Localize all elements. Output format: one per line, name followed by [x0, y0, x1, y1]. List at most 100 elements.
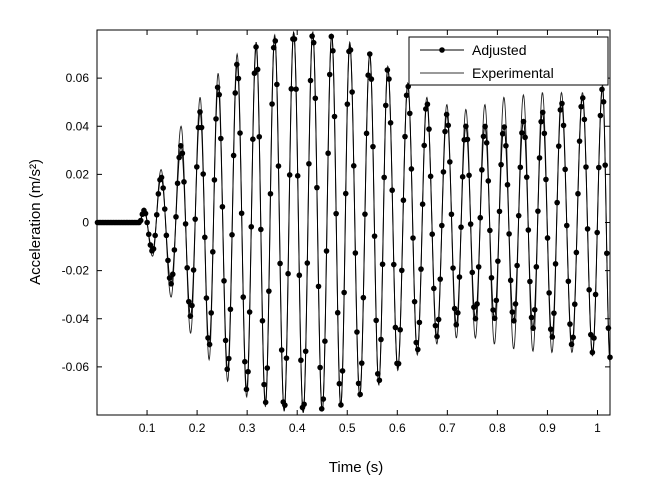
adjusted-marker	[338, 402, 344, 408]
adjusted-marker	[218, 135, 224, 142]
adjusted-marker	[304, 260, 311, 266]
adjusted-marker	[235, 75, 242, 82]
adjusted-marker	[528, 314, 535, 321]
adjusted-marker	[317, 364, 323, 371]
adjusted-marker	[152, 232, 158, 239]
adjusted-marker	[426, 126, 432, 132]
adjusted-marker	[282, 402, 288, 408]
adjusted-marker	[339, 368, 346, 374]
adjusted-marker	[310, 39, 317, 46]
adjusted-marker	[560, 122, 567, 129]
adjusted-marker	[365, 72, 371, 78]
adjusted-marker	[410, 235, 416, 241]
adjusted-marker	[458, 224, 464, 230]
plot-background	[97, 30, 610, 415]
adjusted-marker	[326, 71, 333, 78]
adjusted-marker	[547, 326, 554, 333]
adjusted-marker	[221, 278, 227, 284]
x-tick-label: 0.4	[289, 421, 306, 435]
adjusted-marker	[381, 174, 387, 181]
adjusted-marker	[474, 301, 480, 307]
adjusted-marker	[283, 355, 290, 361]
adjusted-marker	[234, 61, 240, 68]
adjusted-marker	[309, 33, 315, 39]
adjusted-marker	[161, 206, 168, 212]
adjusted-marker	[407, 110, 413, 117]
adjusted-marker	[459, 174, 466, 180]
adjusted-marker	[144, 219, 150, 226]
adjusted-marker	[245, 368, 251, 375]
adjusted-marker	[169, 271, 176, 278]
adjusted-marker	[153, 211, 160, 218]
adjusted-marker	[390, 261, 397, 268]
adjusted-marker	[214, 84, 221, 91]
adjusted-marker	[294, 173, 301, 179]
adjusted-marker	[464, 136, 471, 143]
adjusted-marker	[389, 187, 395, 194]
adjusted-marker	[187, 313, 194, 319]
adjusted-marker	[253, 44, 259, 50]
adjusted-marker	[480, 133, 487, 140]
adjusted-marker	[507, 277, 514, 284]
adjusted-marker	[238, 210, 245, 217]
adjusted-marker	[264, 365, 271, 371]
adjusted-marker	[379, 261, 386, 268]
adjusted-marker	[554, 199, 560, 206]
adjusted-marker	[536, 155, 543, 161]
adjusted-marker	[166, 275, 173, 281]
x-tick-label: 0.3	[239, 421, 256, 435]
adjusted-marker	[455, 310, 461, 316]
adjusted-marker	[519, 130, 525, 136]
adjusted-marker	[298, 357, 304, 364]
adjusted-marker	[589, 349, 596, 356]
adjusted-marker	[408, 166, 415, 172]
adjusted-marker	[322, 338, 328, 344]
x-tick-label: 1	[594, 421, 601, 435]
adjusted-marker	[211, 177, 218, 183]
adjusted-marker	[439, 222, 445, 229]
adjusted-marker	[517, 164, 524, 171]
adjusted-marker	[392, 324, 399, 331]
adjusted-marker	[142, 210, 149, 217]
x-tick-label: 0.6	[389, 421, 406, 435]
adjusted-marker	[334, 309, 341, 316]
adjusted-marker	[549, 334, 556, 340]
adjusted-marker	[182, 221, 189, 227]
adjusted-marker	[570, 334, 576, 341]
x-tick-label: 0.5	[339, 421, 356, 435]
adjusted-marker	[205, 335, 211, 341]
adjusted-marker	[355, 380, 362, 387]
y-axis-label: Acceleration (m/s²)	[27, 159, 44, 285]
adjusted-marker	[509, 309, 516, 315]
adjusted-marker	[197, 109, 203, 115]
adjusted-marker	[432, 322, 439, 329]
adjusted-marker	[562, 166, 568, 173]
adjusted-marker	[232, 90, 239, 96]
adjusted-marker	[352, 250, 359, 256]
adjusted-marker	[344, 101, 351, 107]
adjusted-marker	[477, 214, 484, 221]
adjusted-marker	[527, 278, 533, 285]
adjusted-marker	[538, 118, 544, 125]
adjusted-marker	[190, 267, 197, 273]
adjusted-marker	[254, 66, 261, 73]
adjusted-marker	[382, 102, 389, 109]
adjusted-marker	[573, 249, 580, 256]
adjusted-marker	[595, 164, 602, 171]
adjusted-marker	[499, 130, 506, 137]
adjusted-marker	[559, 100, 565, 107]
adjusted-marker	[360, 294, 367, 301]
adjusted-marker	[342, 190, 349, 197]
y-tick-label: 0.02	[66, 167, 90, 181]
x-tick-label: 0.7	[439, 421, 456, 435]
adjusted-marker	[586, 287, 592, 293]
legend-box	[408, 36, 609, 86]
adjusted-marker	[296, 272, 303, 279]
adjusted-marker	[504, 181, 511, 188]
adjusted-marker	[551, 310, 557, 316]
adjusted-marker	[453, 321, 460, 328]
adjusted-marker	[567, 321, 573, 327]
adjusted-marker	[418, 266, 424, 272]
adjusted-marker	[341, 289, 347, 296]
